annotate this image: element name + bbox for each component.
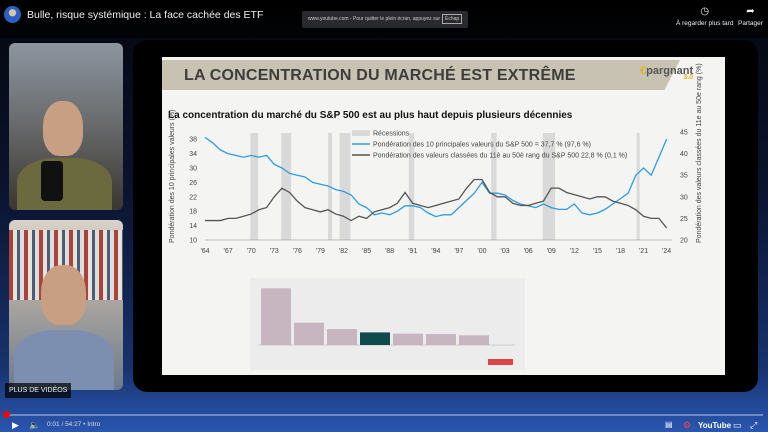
y-tick-label-right: 20 bbox=[680, 238, 688, 245]
x-tick-label: '79 bbox=[316, 248, 325, 255]
fullscreen-note-text: www.youtube.com - Pour quitter le plein … bbox=[308, 16, 441, 22]
y-tick-label-right: 35 bbox=[680, 173, 688, 180]
watch-later-label: À regarder plus tard bbox=[676, 20, 734, 27]
share-icon: ➦ bbox=[746, 6, 755, 17]
top-bar: Bulle, risque systémique : La face caché… bbox=[0, 0, 768, 38]
volume-icon[interactable]: 🔈 bbox=[29, 420, 41, 430]
x-tick-label: '85 bbox=[362, 248, 371, 255]
bar bbox=[360, 332, 390, 345]
legend-label: Récessions bbox=[373, 131, 410, 138]
channel-avatar[interactable] bbox=[4, 6, 21, 23]
x-tick-label: '06 bbox=[524, 248, 533, 255]
y-tick-label-right: 45 bbox=[680, 130, 688, 137]
legend-swatch bbox=[352, 154, 370, 156]
recession-band bbox=[408, 133, 415, 240]
settings-icon[interactable]: ⚙ bbox=[683, 420, 692, 430]
y-tick-label-left: 10 bbox=[189, 238, 197, 245]
progress-bar[interactable] bbox=[6, 414, 763, 416]
recession-band bbox=[542, 133, 556, 240]
cast-icon[interactable]: ▭ bbox=[733, 420, 742, 430]
webcam-guest bbox=[9, 220, 123, 390]
recession-band bbox=[250, 133, 259, 240]
x-tick-label: '76 bbox=[293, 248, 302, 255]
x-tick-label: '67 bbox=[224, 248, 233, 255]
y-tick-label-right: 25 bbox=[680, 216, 688, 223]
player-controls bbox=[0, 405, 768, 432]
escape-key: Échap bbox=[442, 14, 463, 24]
x-tick-label: '64 bbox=[200, 248, 209, 255]
y-tick-label-left: 34 bbox=[189, 151, 197, 158]
microphone bbox=[41, 161, 63, 201]
host-body bbox=[17, 158, 112, 210]
webcam-host bbox=[9, 43, 123, 210]
x-tick-label: '70 bbox=[247, 248, 256, 255]
x-tick-label: '24 bbox=[662, 248, 671, 255]
guest-body bbox=[14, 330, 114, 390]
y-tick-label-right: 40 bbox=[680, 151, 688, 158]
bar bbox=[426, 334, 456, 345]
recession-band bbox=[339, 133, 351, 240]
y-tick-label-left: 30 bbox=[189, 166, 197, 173]
clock-icon: ◷ bbox=[700, 6, 710, 17]
bar bbox=[294, 322, 324, 345]
recession-band bbox=[281, 133, 292, 240]
x-tick-label: '09 bbox=[547, 248, 556, 255]
slide-title: LA CONCENTRATION DU MARCHÉ EST EXTRÊME bbox=[184, 67, 576, 84]
recession-band bbox=[636, 133, 640, 240]
host-head bbox=[43, 101, 83, 156]
chart-title: La concentration du marché du S&P 500 es… bbox=[168, 110, 573, 121]
x-tick-label: '88 bbox=[385, 248, 394, 255]
x-tick-label: '82 bbox=[339, 248, 348, 255]
video-title[interactable]: Bulle, risque systémique : La face caché… bbox=[27, 9, 264, 21]
y-tick-label-left: 22 bbox=[189, 194, 197, 201]
x-tick-label: '18 bbox=[616, 248, 625, 255]
x-tick-label: '12 bbox=[570, 248, 579, 255]
y-tick-label-left: 38 bbox=[189, 137, 197, 144]
bar bbox=[393, 333, 423, 345]
bar bbox=[459, 335, 489, 345]
progress-knob[interactable] bbox=[3, 411, 10, 418]
fullscreen-notice: www.youtube.com - Pour quitter le plein … bbox=[302, 11, 468, 28]
subtitles-icon[interactable]: ▤ bbox=[665, 420, 673, 429]
x-tick-label: '94 bbox=[431, 248, 440, 255]
x-tick-label: '73 bbox=[270, 248, 279, 255]
x-tick-label: '21 bbox=[639, 248, 648, 255]
logo-version: 3.0 bbox=[683, 74, 694, 81]
play-icon[interactable]: ▶ bbox=[12, 420, 19, 430]
x-tick-label: '15 bbox=[593, 248, 602, 255]
bar bbox=[261, 288, 291, 345]
y-tick-label-left: 26 bbox=[189, 180, 197, 187]
bar-chart-background bbox=[250, 278, 525, 370]
exit-fullscreen-icon[interactable]: ⤢ bbox=[750, 420, 758, 430]
recession-band bbox=[491, 133, 497, 240]
legend-label: Pondération des 10 principales valeurs d… bbox=[373, 142, 591, 149]
y-tick-label-left: 14 bbox=[189, 223, 197, 230]
legend-label: Pondération des valeurs classées du 11è … bbox=[373, 153, 627, 160]
x-tick-label: '91 bbox=[408, 248, 417, 255]
bar-chart-source-logo bbox=[488, 359, 513, 365]
legend-swatch bbox=[352, 143, 370, 145]
series-11-50-line bbox=[205, 178, 668, 229]
y-tick-label-left: 18 bbox=[189, 209, 197, 216]
share-button[interactable]: ➦ Partager bbox=[738, 6, 763, 27]
x-tick-label: '97 bbox=[454, 248, 463, 255]
more-videos-button[interactable]: PLUS DE VIDÉOS bbox=[5, 383, 72, 398]
watch-later-button[interactable]: ◷ À regarder plus tard bbox=[676, 6, 733, 27]
x-tick-label: '03 bbox=[500, 248, 509, 255]
x-tick-label: '00 bbox=[477, 248, 486, 255]
guest-head bbox=[41, 265, 86, 325]
legend-swatch bbox=[352, 130, 370, 136]
time-display: 0:01 / 54:27 • Intro bbox=[47, 421, 101, 428]
y-tick-label-right: 30 bbox=[680, 194, 688, 201]
series-top10-line bbox=[204, 136, 668, 218]
slide-title-banner: LA CONCENTRATION DU MARCHÉ EST EXTRÊME bbox=[162, 60, 680, 90]
logo: €pargnant 3.0 bbox=[640, 65, 694, 81]
youtube-logo[interactable]: YouTube bbox=[698, 421, 732, 430]
bar bbox=[327, 329, 357, 345]
share-label: Partager bbox=[738, 20, 763, 27]
